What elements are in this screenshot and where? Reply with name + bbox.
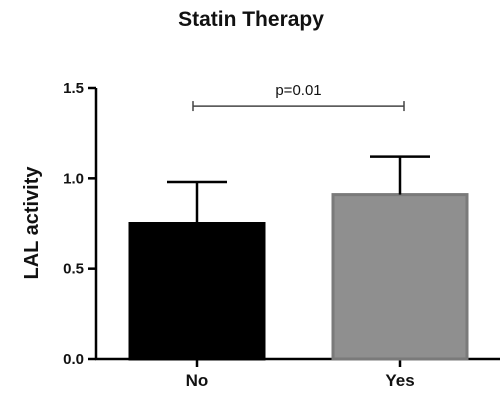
bar [128, 222, 266, 361]
x-tick-label: No [186, 371, 209, 390]
y-tick-label: 0.0 [63, 351, 84, 368]
bar [331, 193, 469, 361]
y-axis-label: LAL activity [21, 166, 43, 280]
error-bars [167, 155, 430, 224]
p-value-label: p=0.01 [275, 82, 321, 99]
y-tick-label: 1.5 [63, 80, 84, 97]
chart-title: Statin Therapy [178, 8, 324, 31]
significance-annotation: p=0.01 [192, 82, 405, 112]
x-tick-label: Yes [385, 371, 414, 390]
y-tick-label: 1.0 [63, 170, 84, 187]
bars [128, 193, 469, 361]
y-tick-label: 0.5 [63, 261, 84, 278]
axes: 0.0 0.5 1.0 1.5 No Yes [63, 80, 500, 390]
